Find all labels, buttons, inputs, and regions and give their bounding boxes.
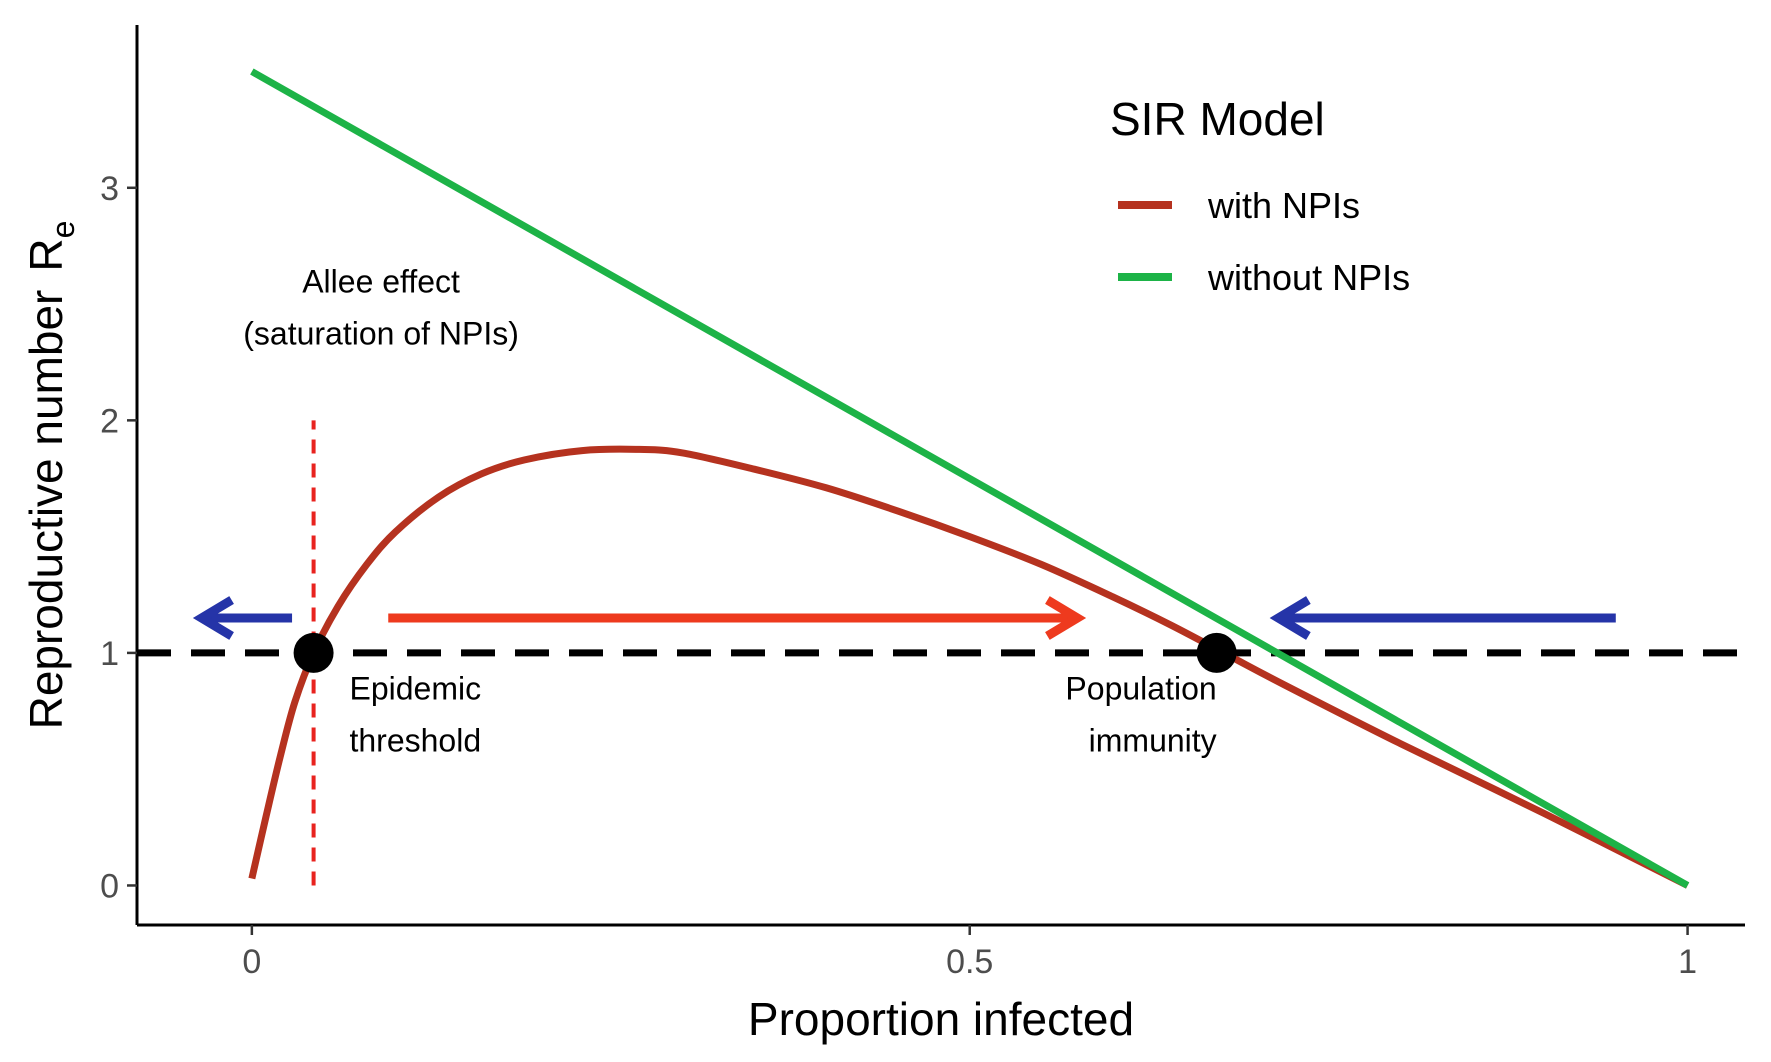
annotation-line: Allee effect xyxy=(302,263,460,299)
y-axis-ticks: 0 1 2 3 xyxy=(100,170,137,905)
y-tick-label: 0 xyxy=(100,867,119,905)
annotation-text: Epidemic threshold xyxy=(349,670,481,758)
annotation-line: Population xyxy=(1065,670,1216,706)
direction-arrow-head xyxy=(1045,596,1087,640)
y-axis-title: Reproductive number Re xyxy=(20,221,81,730)
y-tick-label: 2 xyxy=(100,402,119,440)
x-tick-label: 1 xyxy=(1678,943,1697,981)
annotation-line: immunity xyxy=(1089,722,1217,758)
y-axis-title-group: Reproductive number Re xyxy=(20,221,81,730)
x-axis-ticks: 0 0.5 1 xyxy=(242,925,1697,981)
legend: SIR Model with NPIs without NPIs xyxy=(1110,93,1410,298)
y-tick-label: 1 xyxy=(100,635,119,673)
annotation-text: Population immunity xyxy=(1065,670,1216,758)
legend-label: without NPIs xyxy=(1207,257,1410,298)
legend-items: with NPIs without NPIs xyxy=(1118,185,1410,298)
annotations: Allee effect (saturation of NPIs) Epidemic… xyxy=(243,263,1216,758)
epidemic-threshold-point xyxy=(293,632,334,673)
y-tick-label: 3 xyxy=(100,170,119,208)
series-line-without-npis xyxy=(250,68,1690,889)
annotation-text: Allee effect (saturation of NPIs) xyxy=(243,263,519,351)
direction-arrow-head xyxy=(192,596,234,640)
x-tick-label: 0 xyxy=(242,943,261,981)
y-axis-title-main: Reproductive number xyxy=(20,290,72,730)
legend-label: with NPIs xyxy=(1207,185,1360,226)
legend-title: SIR Model xyxy=(1110,93,1325,145)
annotation-line: (saturation of NPIs) xyxy=(243,315,519,351)
annotation-line: Epidemic xyxy=(349,670,481,706)
direction-arrow-head xyxy=(1269,596,1311,640)
x-tick-label: 0.5 xyxy=(946,943,993,981)
x-axis-title: Proportion infected xyxy=(748,993,1134,1045)
annotation-line: threshold xyxy=(349,722,481,758)
series-line-with-npis xyxy=(248,445,1690,889)
y-axis-title-subscript: e xyxy=(45,221,81,239)
y-axis-title-symbol: R xyxy=(20,238,72,271)
chart-marks xyxy=(137,68,1745,889)
population-immunity-point xyxy=(1196,632,1237,673)
